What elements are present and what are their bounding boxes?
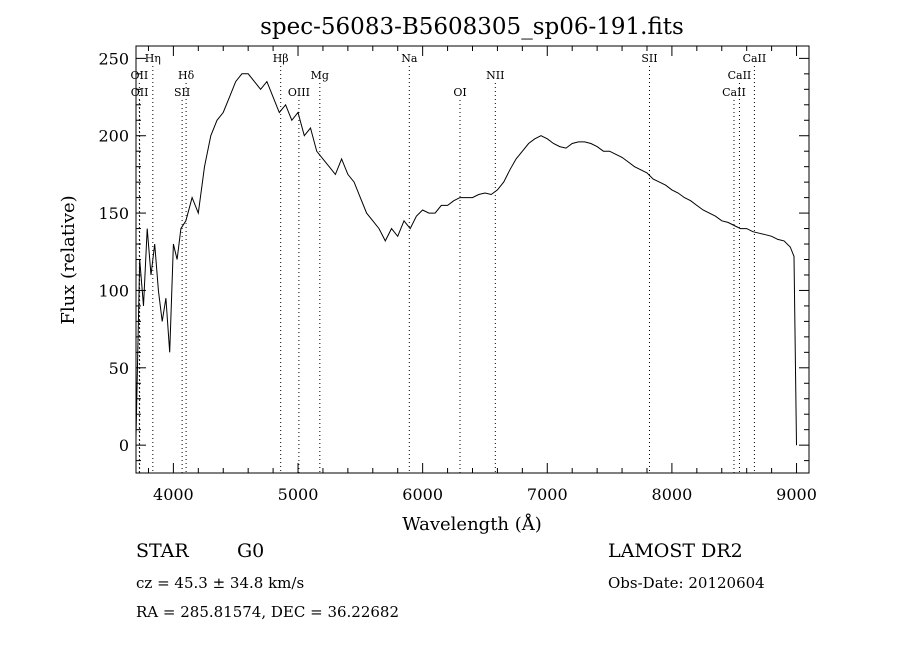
y-tick-label: 0	[119, 436, 129, 455]
spectral-subclass: G0	[237, 540, 265, 562]
line-label-9: OI	[453, 86, 466, 99]
x-tick-label: 6000	[402, 485, 443, 504]
coordinates-readout: RA = 285.81574, DEC = 36.22682	[136, 603, 400, 621]
y-axis-label: Flux (relative)	[58, 195, 79, 324]
line-label-11: SII	[641, 52, 657, 65]
line-label-6: OIII	[288, 86, 310, 99]
line-label-7: Mg	[311, 69, 329, 82]
survey-label: LAMOST DR2	[608, 540, 743, 562]
x-axis: 4000 5000 6000 7000 8000 9000	[147, 46, 817, 504]
plot-frame	[135, 45, 810, 474]
redshift-readout: cz = 45.3 ± 34.8 km/s	[136, 574, 305, 592]
spectrum-line-0	[135, 73, 797, 446]
y-tick-label: 250	[98, 49, 129, 68]
x-tick-label: 4000	[153, 485, 194, 504]
x-tick-label: 8000	[652, 485, 693, 504]
x-tick-label: 7000	[527, 485, 568, 504]
x-tick-label: 9000	[776, 485, 817, 504]
obs-date: Obs-Date: 20120604	[608, 574, 765, 592]
y-axis: 0 50 100 150 200 250	[98, 49, 809, 462]
y-tick-label: 200	[98, 127, 129, 146]
line-label-0: Hη	[145, 52, 161, 65]
line-label-10: NII	[486, 69, 504, 82]
line-label-5: Hβ	[273, 52, 289, 65]
y-tick-label: 150	[98, 204, 129, 223]
line-label-4: SII	[174, 86, 190, 99]
line-label-14: CaII	[722, 86, 746, 99]
line-label-13: CaII	[728, 69, 752, 82]
object-class: STAR	[136, 540, 189, 562]
line-label-3: Hδ	[178, 69, 195, 82]
x-axis-label: Wavelength (Å)	[402, 513, 542, 535]
chart-title: spec-56083-B5608305_sp06-191.fits	[260, 14, 684, 40]
line-label-1: OII	[131, 69, 149, 82]
x-tick-label: 5000	[278, 485, 319, 504]
y-tick-label: 100	[98, 281, 129, 300]
line-label-2: OII	[131, 86, 149, 99]
y-tick-label: 50	[109, 359, 129, 378]
line-label-8: Na	[401, 52, 418, 65]
spectrum-series	[135, 73, 797, 446]
line-label-12: CaII	[743, 52, 767, 65]
